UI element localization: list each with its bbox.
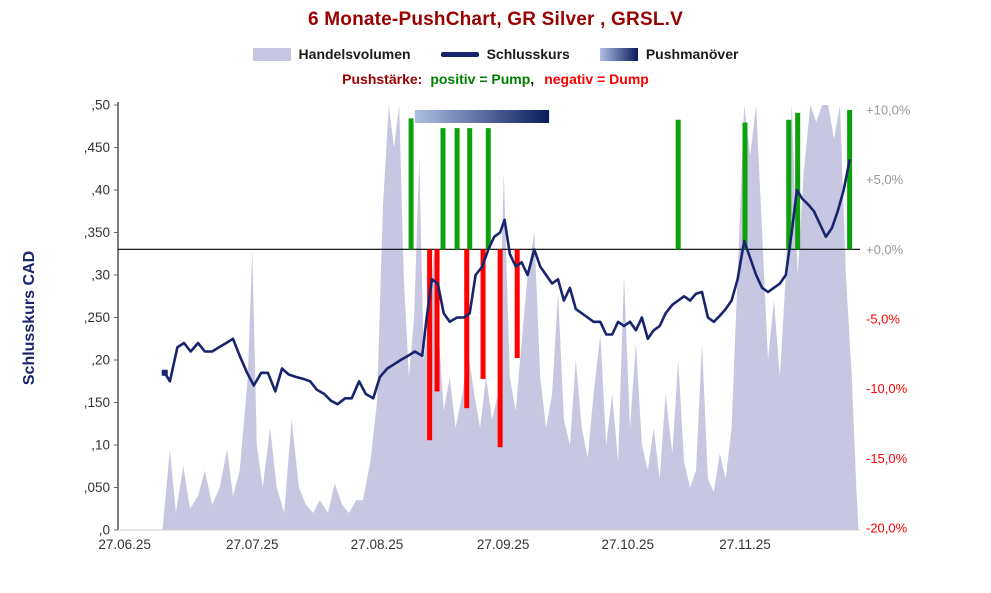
x-tick-label: 27.10.25 (601, 537, 654, 552)
price-start-marker (161, 369, 168, 376)
x-tick-label: 27.11.25 (719, 537, 771, 552)
legend-item-close: Schlusskurs (440, 46, 570, 62)
price-line (163, 159, 851, 406)
right-tick-label: +10,0% (866, 103, 911, 118)
dump-bar (497, 249, 503, 448)
legend-volume-label: Handelsvolumen (298, 46, 411, 62)
pump-bar (440, 128, 446, 250)
sublegend-separator: , (530, 71, 535, 87)
left-tick-label: ,450 (84, 140, 110, 155)
right-tick-label: -10,0% (866, 381, 908, 396)
pump-bar (675, 119, 681, 250)
right-tick-label: +0,0% (866, 242, 904, 257)
dump-bar (514, 249, 520, 359)
legend-close-label: Schlusskurs (486, 46, 570, 62)
legend-item-push: Pushmanöver (599, 46, 739, 62)
left-tick-label: ,050 (84, 480, 110, 495)
pump-bar (467, 128, 473, 250)
pump-bar (847, 110, 853, 250)
right-tick-label: +5,0% (866, 172, 904, 187)
volume-area (162, 105, 859, 530)
left-tick-label: ,0 (99, 523, 110, 538)
left-tick-label: ,250 (84, 310, 110, 325)
pump-bar (795, 112, 801, 250)
left-tick-label: ,50 (91, 98, 110, 113)
legend-push-label: Pushmanöver (645, 46, 739, 62)
dump-bar (427, 249, 433, 441)
sublegend: Pushstärke: positiv = Pump, negativ = Dump (0, 71, 991, 87)
left-tick-label: ,40 (91, 183, 110, 198)
push-swatch (599, 47, 638, 61)
dump-bar (464, 249, 470, 409)
push-manoeuvre-bar (414, 110, 550, 123)
pump-bar (454, 128, 460, 250)
pump-bar (786, 119, 792, 250)
dump-label: negativ = Dump (544, 71, 649, 87)
dump-bar (480, 249, 486, 379)
pump-label: positiv = Pump (430, 71, 531, 87)
left-tick-label: ,10 (91, 438, 110, 453)
x-tick-label: 27.08.25 (351, 537, 404, 552)
close-swatch (440, 51, 479, 57)
x-tick-label: 27.09.25 (477, 537, 530, 552)
legend-item-volume: Handelsvolumen (252, 46, 411, 62)
y-axis-title: Schlusskurs CAD (21, 251, 38, 385)
legend: Handelsvolumen Schlusskurs Pushmanöver (0, 46, 991, 62)
x-tick-label: 27.06.25 (98, 537, 151, 552)
x-tick-label: 27.07.25 (226, 537, 279, 552)
dump-bar (434, 249, 440, 392)
volume-swatch (252, 47, 291, 61)
pump-bar (742, 122, 748, 250)
right-tick-label: -15,0% (866, 451, 908, 466)
left-tick-label: ,150 (84, 395, 110, 410)
left-tick-label: ,20 (91, 353, 110, 368)
left-tick-label: ,30 (91, 268, 110, 283)
right-tick-label: -20,0% (866, 521, 908, 536)
chart-title: 6 Monate-PushChart, GR Silver , GRSL.V (307, 9, 683, 30)
left-tick-label: ,350 (84, 225, 110, 240)
pump-bar (408, 118, 414, 250)
pump-bar (485, 128, 491, 250)
right-tick-label: -5,0% (866, 312, 900, 327)
pushstaerke-label: Pushstärke: (342, 71, 423, 87)
